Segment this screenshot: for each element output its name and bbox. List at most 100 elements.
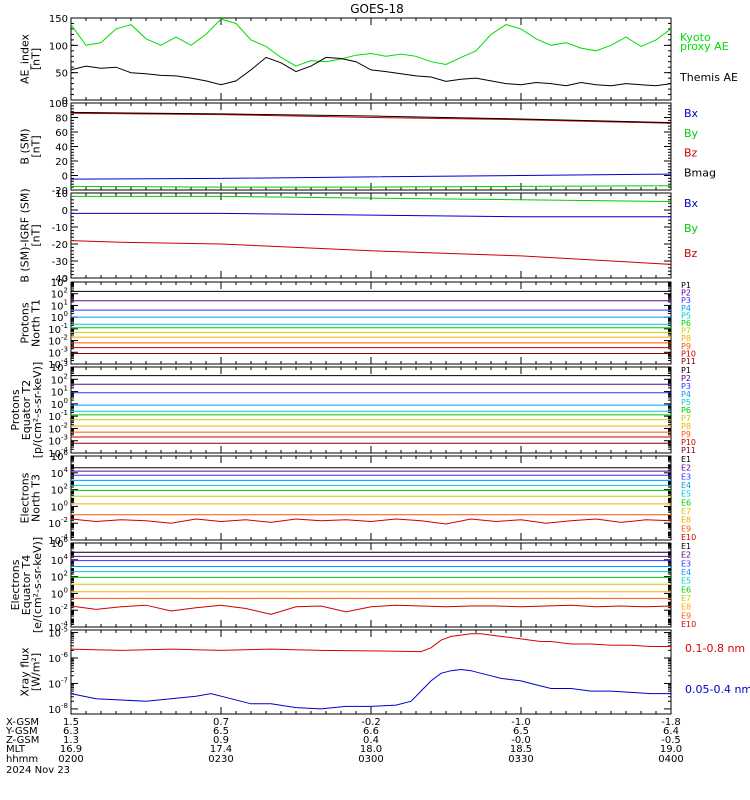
- legend-label: P8: [681, 422, 691, 431]
- y-tick-label: 106: [51, 449, 69, 463]
- y-tick-label: 40: [55, 143, 68, 154]
- y-tick-label: 102: [51, 570, 68, 584]
- y-tick-label: 100: [51, 310, 68, 324]
- y-tick-label: 100: [51, 397, 68, 411]
- footer-value: 0.4: [363, 735, 379, 746]
- y-axis-label: B (SM)-IGRF (SM): [19, 188, 32, 282]
- footer-value: 0200: [58, 754, 83, 765]
- series-line-bz: [70, 240, 672, 265]
- series-line-e10: [70, 518, 672, 525]
- footer-value: 17.4: [210, 744, 232, 755]
- footer-value: 1.5: [63, 717, 79, 728]
- legend-label: P9: [681, 430, 691, 439]
- series-line-by: [70, 185, 672, 188]
- y-axis-label: North T3: [30, 474, 43, 522]
- y-tick-label: 0: [62, 206, 68, 217]
- footer-value: -1.0: [511, 717, 531, 728]
- y-tick-label: 104: [51, 466, 69, 480]
- legend-label: E9: [681, 524, 691, 533]
- footer-row-label: Z-GSM: [6, 735, 39, 746]
- footer-value: 6.5: [213, 726, 229, 737]
- y-tick-label: 10-5: [48, 626, 68, 640]
- panel-8: 10-8 10-7 10-6 10-5 Xray flux[W/m²] 0.1-0.8 n…: [19, 626, 750, 716]
- legend-label: E4: [681, 481, 691, 490]
- y-tick-label: 0: [62, 96, 68, 107]
- legend-label: Bx: [684, 197, 699, 210]
- y-tick-label: -20: [52, 186, 68, 197]
- y-tick-label: 150: [49, 14, 68, 25]
- y-tick-label: 10-4: [48, 620, 68, 634]
- y-tick-label: 103: [51, 275, 68, 289]
- y-axis-label: B (SM): [19, 128, 32, 164]
- y-tick-label: 102: [51, 287, 68, 301]
- footer-value: -1.8: [661, 717, 681, 728]
- legend-label: Bz: [684, 147, 698, 160]
- footer-value: 0400: [658, 754, 683, 765]
- panel-frame: [70, 281, 672, 365]
- footer-value: 1.3: [63, 735, 79, 746]
- footer-row-label: 2024 Nov 23: [6, 765, 70, 776]
- legend-label: E2: [681, 464, 691, 473]
- y-axis-label: [W/m²]: [30, 653, 43, 691]
- series-line-bmag: [70, 111, 672, 124]
- legend-label: E6: [681, 498, 691, 507]
- plot-title: GOES-18: [350, 2, 404, 16]
- y-tick-label: -40: [52, 274, 68, 285]
- y-tick-label: 60: [55, 128, 68, 139]
- y-axis-label: [nT]: [30, 135, 43, 157]
- footer-row-label: MLT: [6, 744, 26, 755]
- legend-label: P4: [681, 390, 691, 399]
- y-tick-label: 10-2: [48, 334, 68, 348]
- y-axis-label: Equator T4: [20, 555, 33, 615]
- legend-label: P11: [681, 357, 696, 366]
- y-tick-label: 80: [55, 114, 68, 125]
- y-tick-label: 10-1: [48, 322, 68, 336]
- footer-row-label: X-GSM: [6, 717, 39, 728]
- y-axis-label: Protons: [9, 389, 22, 430]
- legend-label: P2: [681, 374, 691, 383]
- legend-label: P4: [681, 304, 691, 313]
- legend-label: E9: [681, 611, 691, 620]
- y-tick-label: 104: [51, 553, 69, 567]
- y-axis-label: Electrons: [9, 559, 22, 610]
- footer-value: 18.0: [360, 744, 382, 755]
- panel-frame: [70, 455, 672, 541]
- legend-label: E10: [681, 533, 696, 542]
- legend-label: P5: [681, 311, 691, 320]
- y-tick-label: 10-2: [48, 603, 68, 617]
- legend-label: P7: [681, 414, 691, 423]
- series-line-0-05-0-4-nm: [70, 668, 671, 710]
- footer-value: 16.9: [60, 744, 82, 755]
- legend-label: E1: [681, 455, 691, 464]
- legend-label: 0.1-0.8 nm: [685, 642, 745, 655]
- y-tick-label: 100: [49, 99, 68, 110]
- legend-label: P3: [681, 382, 691, 391]
- y-tick-label: 101: [51, 385, 68, 399]
- footer-value: -0.0: [511, 735, 531, 746]
- legend-label: By: [684, 222, 699, 235]
- y-axis-label: [nT]: [30, 48, 43, 70]
- series-line-e10: [70, 604, 672, 615]
- legend-label: P11: [681, 446, 696, 455]
- panel-frame: [70, 17, 672, 101]
- y-tick-label: 10-3: [48, 345, 68, 359]
- legend-label: Bz: [684, 247, 698, 260]
- legend-label: P5: [681, 398, 691, 407]
- y-axis-label: Xray flux: [19, 647, 32, 697]
- y-tick-label: 10-2: [48, 516, 68, 530]
- y-axis-label: Equator T2: [20, 380, 33, 440]
- y-axis-label: Electrons: [19, 472, 32, 523]
- y-tick-label: 10-8: [48, 702, 68, 716]
- legend-label: Kyoto: [680, 31, 711, 44]
- y-tick-label: 106: [51, 536, 69, 550]
- legend-label: P1: [681, 366, 691, 375]
- y-tick-label: 50: [55, 69, 68, 80]
- y-tick-label: 10-2: [48, 421, 68, 435]
- footer-value: 19.0: [660, 744, 682, 755]
- footer-row-label: Y-GSM: [5, 726, 38, 737]
- footer-value: -0.2: [361, 717, 381, 728]
